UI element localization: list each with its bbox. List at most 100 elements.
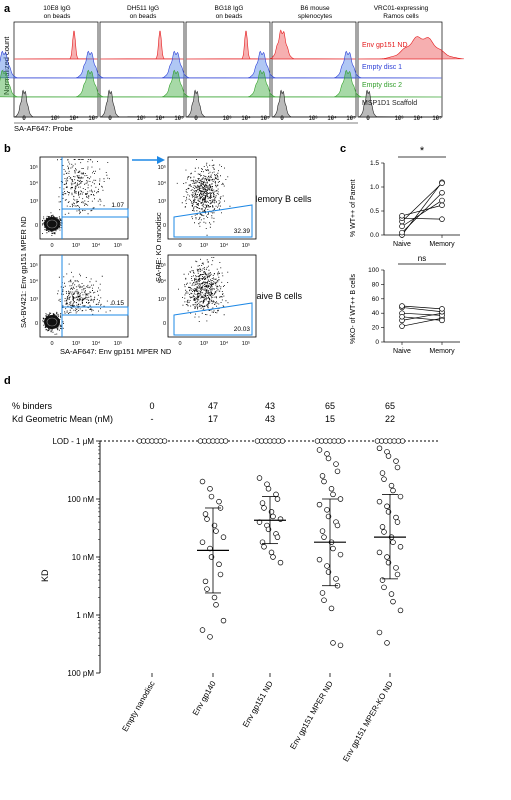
panel-c-bottom-naive-point-5	[399, 314, 405, 320]
kd-point-4-26	[381, 584, 387, 591]
hist-curve-3-0	[269, 29, 356, 60]
panel-b-left-ylabel: SA-BV421: Env gp151 MPER ND	[19, 216, 28, 328]
panel-c-bottom-ylabel: %KO- of WT++ B cells	[350, 273, 357, 344]
hist-curve-0-3	[14, 89, 98, 118]
kd-point-3-2	[325, 455, 332, 462]
flow-xtick-memory-left-0: 0	[50, 243, 53, 249]
panel-c-bottom-yticklabel-4: 80	[372, 281, 380, 288]
panel-c-top-yticklabel-2: 1.0	[370, 184, 379, 191]
flow-frame-memory-right	[167, 156, 257, 240]
kd-point-2-18	[270, 554, 276, 560]
hist-ticklabel-3-2: 10⁴	[327, 115, 337, 122]
flow-gate-poly-memory-right	[173, 204, 253, 238]
kd-point-3-20	[316, 556, 323, 563]
panel-c-top-naive-point-1	[399, 229, 405, 236]
panel-c-bottom-memory-point-4	[439, 306, 445, 312]
kd-point-1-3	[216, 498, 222, 505]
hist-ticklabel-3-1: 10³	[309, 116, 318, 122]
flow-xtick-naive-right-2: 10⁴	[220, 340, 229, 347]
hist-curve-4-0	[358, 36, 464, 60]
panel-d-plot: LOD - 1 μM 100 nM 10 nM 1 nM 100 pM KD 0 - Empty…	[40, 401, 440, 763]
gate-arrow-head	[157, 156, 165, 164]
hist-curve-3-2	[248, 69, 356, 98]
legend-env-gp151-nd: Env gp151 ND	[362, 42, 408, 49]
kd-point-1-8	[213, 528, 219, 534]
panel-d-label: d	[4, 375, 11, 387]
hist-title-3-line1: B6 mouse	[300, 5, 330, 12]
kd-point-1-19	[220, 617, 227, 624]
kd-point-4-18	[390, 539, 396, 545]
panel-c-bottom-xticklabel-0: Naive	[393, 348, 411, 355]
kd-point-3-16	[321, 534, 327, 540]
hist-title-3-line2: splenocytes	[298, 13, 333, 20]
panel-c-bottom-naive-point-4	[399, 303, 405, 309]
flow-xtick-memory-left-3: 10⁵	[114, 242, 122, 249]
kd-point-1-21	[207, 634, 213, 640]
kd-point-3-1	[324, 451, 330, 457]
kd-point-4-9	[397, 493, 404, 500]
kd-point-4-8	[390, 487, 396, 494]
kd-point-4-20	[376, 549, 383, 556]
flow-plot-naive-right: 10⁵ 10⁴ 10³ 0 0 10³ 10⁴ 10⁵ 20.03	[158, 254, 257, 347]
kd-point-2-8	[270, 513, 276, 520]
panel-c-top-yticklabel-0: 0.0	[370, 232, 379, 239]
panel-c-label: c	[340, 143, 346, 155]
hist-ticklabel-3-3: 10⁵	[346, 115, 356, 122]
kd-point-1-1	[207, 486, 213, 492]
kd-point-4-13	[393, 514, 399, 521]
kd-point-4-14	[394, 519, 401, 525]
panel-d-yticklabel-3: 1 nM	[76, 611, 94, 620]
hist-curve-1-0	[100, 30, 184, 60]
kd-point-3-6	[321, 478, 327, 485]
flow-gate-value-naive-left: 0.15	[111, 300, 124, 307]
kd-point-2-19	[277, 559, 284, 566]
panel-c-bottom-pair-line-4	[401, 305, 443, 310]
panel-d-ylabel: KD	[40, 569, 50, 582]
flow-dots-memory-right	[176, 159, 231, 236]
kd-point-3-5	[319, 473, 326, 479]
panel-c-bottom-pair-line-2	[401, 312, 443, 316]
legend-msp1d1-scaffold: MSP1D1 Scaffold	[362, 100, 417, 107]
panel-c-plots: 0.0 0.5 1.0 1.5 Naive Memory % WT++ of Parent *…	[350, 145, 460, 355]
panel-c-top-memory-point-4	[439, 216, 445, 222]
hist-curve-2-2	[162, 69, 270, 98]
binders-value-1: 47	[208, 401, 218, 411]
kd-point-4-19	[397, 544, 404, 550]
kd-point-4-2	[385, 453, 392, 459]
kd-point-4-6	[381, 476, 387, 482]
lod-point-2-6	[279, 438, 286, 444]
kd-point-4-10	[376, 498, 383, 505]
kd-point-4-25	[379, 577, 386, 583]
kd-point-4-11	[384, 503, 390, 509]
kd-point-3-8	[330, 491, 336, 498]
kd-point-4-3	[393, 458, 399, 464]
flow-xtick-memory-left-2: 10⁴	[92, 242, 101, 249]
hist-curve-0-0	[14, 30, 98, 60]
hist-curve-3-3	[272, 89, 356, 118]
kd-point-4-21	[384, 554, 390, 560]
flow-gate-value-naive-right: 20.03	[234, 326, 251, 333]
kd-point-1-9	[220, 534, 227, 540]
panel-b-label: b	[4, 143, 11, 155]
kd-mean-row-label: Kd Geometric Mean (nM)	[12, 414, 113, 424]
kd-point-3-23	[333, 576, 339, 582]
hist-ticklabel-2-3: 10⁵	[260, 115, 270, 122]
memory-b-cells-label: Memory B cells	[250, 194, 312, 204]
panel-a-ylabel: Normalized count	[2, 36, 11, 95]
kd-point-2-17	[268, 549, 275, 556]
panel-c-top-memory-point-5	[439, 202, 445, 208]
panel-c-bottom-memory-point-5	[439, 317, 445, 324]
flow-gate-value-memory-right: 32.39	[234, 228, 251, 235]
flow-ytick-memory-left-0: 10⁵	[30, 164, 38, 171]
kd-point-1-18	[213, 602, 219, 608]
flow-frame-naive-right	[167, 254, 257, 338]
panel-c-top-sig-label: *	[420, 145, 425, 157]
kd-point-4-24	[394, 571, 401, 578]
kd-point-4-0	[376, 445, 383, 451]
flow-gate-box-memory-left	[61, 208, 129, 218]
hist-title-1-line1: DH511 IgG	[127, 5, 159, 12]
hist-ticklabel-2-1: 10³	[223, 116, 232, 122]
flow-contour-ring-memory-left	[46, 219, 58, 229]
